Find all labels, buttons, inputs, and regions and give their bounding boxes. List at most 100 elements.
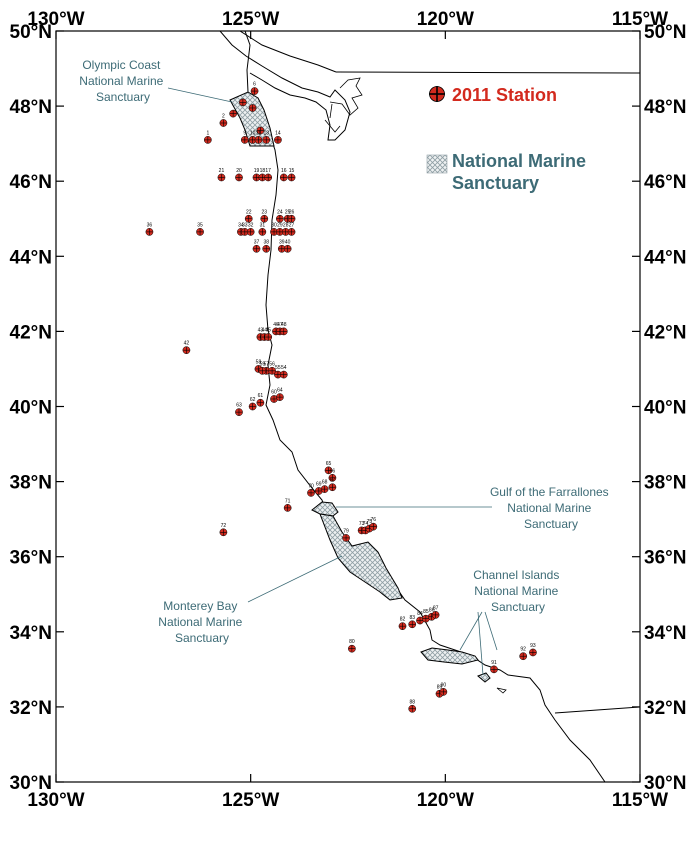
- station-marker: [240, 136, 249, 144]
- station-marker: [246, 228, 255, 236]
- station-label: 20: [236, 168, 242, 174]
- station-marker: [519, 652, 528, 661]
- station-label: 88: [409, 699, 415, 705]
- station-label: 47: [277, 322, 283, 328]
- station-label: 6: [253, 82, 256, 88]
- station-label: 68: [322, 480, 328, 486]
- x-tick-label-bottom: 130°W: [27, 790, 84, 811]
- station-label: 39: [279, 239, 285, 245]
- station-marker: [277, 244, 286, 253]
- y-tick-label-right: 44°N: [644, 247, 686, 268]
- station-label: 25: [285, 209, 291, 215]
- station-label: 87: [433, 605, 439, 611]
- station-marker: [342, 534, 350, 542]
- station-marker: [256, 398, 265, 407]
- station-marker: [408, 704, 417, 713]
- station-label: 72: [221, 523, 227, 529]
- station-label: 59: [260, 361, 266, 367]
- station-label: 32: [248, 222, 254, 228]
- station-label: 1: [206, 130, 209, 136]
- station-label: 45: [265, 328, 271, 334]
- station-label: 84: [417, 611, 423, 617]
- station-marker: [256, 126, 265, 135]
- station-label: 17: [265, 168, 271, 174]
- station-marker: [219, 528, 228, 537]
- station-label: 61: [258, 393, 264, 399]
- y-tick-label-right: 50°N: [644, 22, 686, 43]
- station-marker: [431, 611, 440, 619]
- y-tick-label-right: 46°N: [644, 172, 686, 193]
- vancouver-island: [219, 31, 351, 141]
- y-tick-label-left: 40°N: [10, 398, 52, 419]
- station-marker: [422, 614, 430, 623]
- station-label: 82: [400, 617, 406, 623]
- station-label: 86: [429, 607, 435, 613]
- olympic-callout-line: [167, 87, 233, 103]
- channel-callout-line-3: [477, 611, 484, 676]
- station-label: 26: [289, 209, 295, 215]
- x-tick-label-bottom: 125°W: [222, 790, 279, 811]
- station-label: 64: [277, 388, 283, 394]
- monterey-callout: Monterey Bay National Marine Sanctuary: [158, 599, 245, 645]
- station-label: 19: [254, 168, 260, 174]
- farallones-callout: Gulf of the Farrallones National Marine …: [490, 485, 612, 531]
- station-label: 76: [371, 517, 377, 523]
- station-label: 92: [520, 647, 526, 653]
- station-label: 85: [423, 609, 429, 615]
- station-marker: [279, 173, 288, 182]
- station-marker: [203, 136, 212, 144]
- station-label: 14: [275, 130, 281, 136]
- station-marker: [244, 214, 253, 223]
- station-label: 13: [263, 130, 269, 136]
- x-tick-label-bottom: 120°W: [417, 790, 474, 811]
- y-tick-label-left: 50°N: [10, 22, 52, 43]
- station-marker: [324, 466, 333, 475]
- y-tick-label-right: 32°N: [644, 698, 686, 719]
- channel-island-east: [496, 687, 507, 694]
- station-marker: [276, 214, 284, 223]
- station-label: 15: [289, 168, 295, 174]
- legend-sanctuary-swatch: [426, 154, 448, 174]
- station-marker: [264, 173, 273, 182]
- y-tick-label-right: 36°N: [644, 548, 686, 569]
- station-marker: [276, 393, 284, 401]
- station-label: 83: [409, 615, 415, 621]
- station-marker: [239, 98, 247, 107]
- station-marker: [320, 485, 329, 493]
- station-marker: [270, 395, 278, 403]
- station-label: 18: [260, 168, 266, 174]
- station-marker: [398, 622, 407, 631]
- x-tick-label-top: 130°W: [27, 9, 84, 30]
- station-label: 80: [349, 639, 355, 645]
- station-label: 29: [277, 222, 283, 228]
- station-marker: [235, 408, 243, 416]
- station-label: 54: [281, 365, 287, 371]
- station-marker: [408, 620, 417, 629]
- station-label: 10: [250, 130, 256, 136]
- station-marker: [328, 473, 337, 482]
- station-label: 35: [197, 222, 203, 228]
- y-tick-label-right: 38°N: [644, 473, 686, 494]
- station-label: 93: [530, 643, 536, 649]
- legend-station-label: 2011 Station: [452, 85, 557, 105]
- x-tick-label-top: 125°W: [222, 9, 279, 30]
- station-label: 46: [273, 322, 279, 328]
- legend: 2011 Station National Marine Sanctuary: [426, 85, 586, 193]
- olympic-callout: Olympic Coast National Marine Sanctuary: [79, 58, 166, 104]
- station-marker: [307, 489, 315, 497]
- station-marker: [283, 504, 292, 512]
- monterey-callout-line: [247, 555, 343, 603]
- station-label: 37: [254, 239, 260, 245]
- station-label: 34: [238, 222, 244, 228]
- station-marker: [529, 648, 537, 657]
- station-marker: [416, 616, 424, 625]
- station-marker: [196, 228, 204, 236]
- station-marker: [490, 665, 498, 674]
- station-marker: [287, 173, 296, 182]
- station-label: 23: [262, 209, 268, 215]
- map-frame: [55, 30, 641, 783]
- station-label: 58: [256, 359, 262, 365]
- station-marker: [279, 370, 288, 379]
